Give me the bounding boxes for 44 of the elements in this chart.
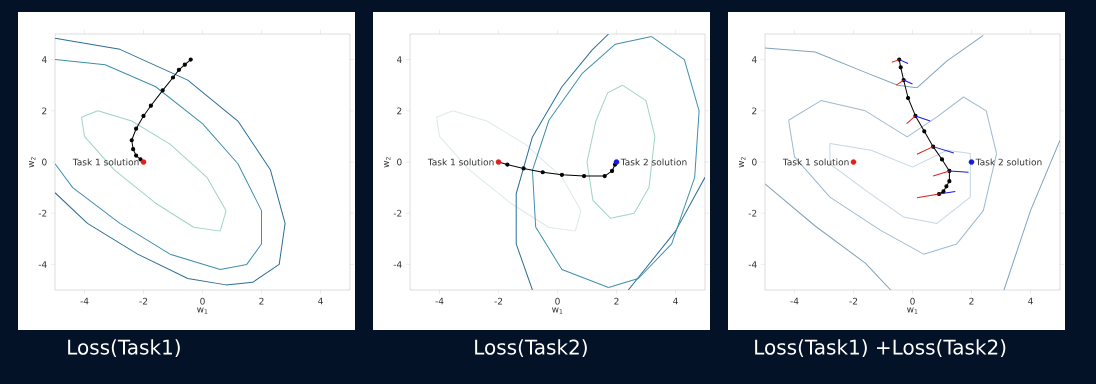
y-tick-label: 4 [751,56,757,63]
series-label: Task 2 solution [620,158,687,166]
y-tick-label: -2 [393,209,402,217]
y-tick-label: 0 [397,158,402,166]
y-axis-title: w$_{2}$ [384,157,391,168]
x-tick-label: 4 [1028,297,1033,305]
y-tick-label: 4 [41,56,47,63]
x-tick-label: 2 [614,297,619,305]
y-tick-label: -4 [393,261,402,268]
x-tick-label: 0 [910,297,915,305]
series-label: Task 1 solution [72,158,139,166]
x-axis-title: w$_{1}$ [552,307,563,314]
text: Loss(Task1) [68,339,180,358]
x-tick-label: -4 [435,297,444,305]
x-tick-label: -2 [139,297,148,305]
y-tick-label: 2 [752,107,757,115]
y-axis-title: w$_{2}$ [739,157,746,168]
x-tick-label: -2 [494,297,503,305]
y-tick-label: 2 [397,107,402,115]
y-tick-label: 2 [42,107,47,115]
y-axis-title: w$_{2}$ [29,157,36,168]
y-tick-label: 0 [42,158,47,166]
y-tick-label: 0 [752,158,757,166]
x-tick-label: 2 [969,297,974,305]
y-tick-label: -4 [748,261,757,268]
text: Loss(Task1) +Loss(Task2) [755,339,1006,358]
y-tick-label: -2 [748,209,757,217]
x-tick-label: -4 [790,297,799,305]
series-label: Task 1 solution [427,158,494,166]
x-axis-title: w$_{1}$ [907,307,918,314]
x-tick-label: 4 [318,297,323,305]
y-tick-label: -4 [38,261,47,268]
series-label: Task 2 solution [975,158,1042,166]
series-label: Task 1 solution [782,158,849,166]
x-tick-label: -4 [80,297,89,305]
text: Loss(Task2) [475,339,587,358]
x-tick-label: 2 [259,297,264,305]
x-tick-label: 4 [673,297,678,305]
y-tick-label: 4 [396,56,402,63]
x-tick-label: -2 [849,297,858,305]
x-tick-label: 0 [555,297,560,305]
y-tick-label: -2 [38,209,47,217]
x-axis-title: w$_{1}$ [197,307,208,314]
x-tick-label: 0 [200,297,205,305]
